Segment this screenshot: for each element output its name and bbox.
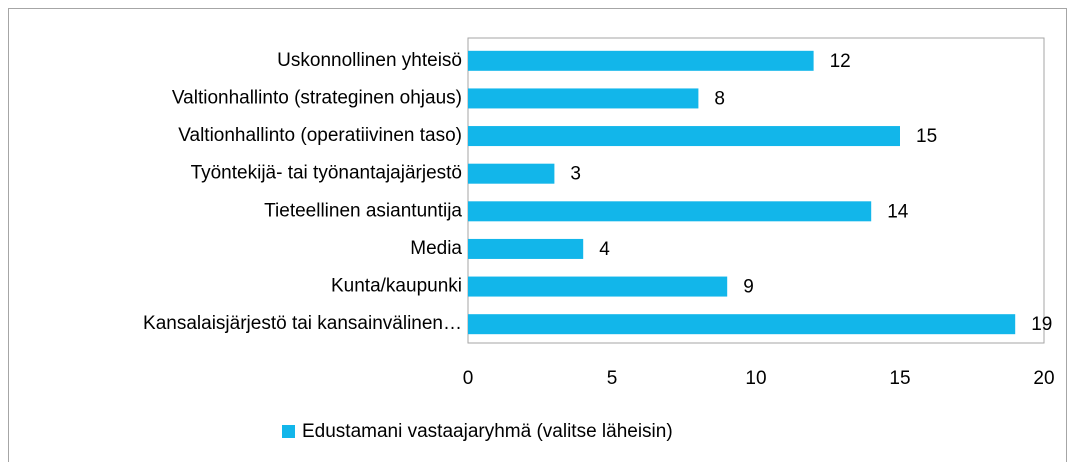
data-label: 12 <box>830 51 851 72</box>
legend-label: Edustamani vastaajaryhmä (valitse läheis… <box>302 421 673 442</box>
data-label: 8 <box>714 88 725 109</box>
x-tick-label: 5 <box>607 368 618 389</box>
chart-frame <box>8 8 1067 462</box>
plot-area <box>467 37 1045 344</box>
data-label: 3 <box>570 164 581 185</box>
y-tick-label: Tieteellinen asiantuntija <box>264 200 462 221</box>
y-tick-label: Kunta/kaupunki <box>331 276 462 297</box>
x-tick-label: 20 <box>1033 368 1054 389</box>
bar <box>468 201 872 222</box>
bar <box>468 276 728 297</box>
legend-swatch <box>282 425 295 438</box>
bar <box>468 126 900 147</box>
bar <box>468 163 555 184</box>
bar <box>468 88 699 109</box>
data-label: 19 <box>1031 314 1052 335</box>
y-tick-label: Valtionhallinto (strateginen ohjaus) <box>172 87 462 108</box>
data-label: 9 <box>743 277 754 298</box>
x-tick-label: 15 <box>889 368 910 389</box>
data-label: 15 <box>916 126 937 147</box>
y-tick-label: Valtionhallinto (operatiivinen taso) <box>178 125 462 146</box>
data-label: 14 <box>887 201 909 222</box>
y-tick-label: Työntekijä- tai työnantajajärjestö <box>191 163 462 184</box>
bar <box>468 50 814 71</box>
bar <box>468 314 1016 335</box>
data-label: 4 <box>599 239 610 260</box>
y-tick-label: Kansalaisjärjestö tai kansainvälinen… <box>143 313 462 334</box>
bar <box>468 238 584 259</box>
y-tick-label: Media <box>410 238 462 259</box>
y-tick-label: Uskonnollinen yhteisö <box>277 50 462 71</box>
x-tick-label: 10 <box>745 368 766 389</box>
x-tick-label: 0 <box>463 368 474 389</box>
